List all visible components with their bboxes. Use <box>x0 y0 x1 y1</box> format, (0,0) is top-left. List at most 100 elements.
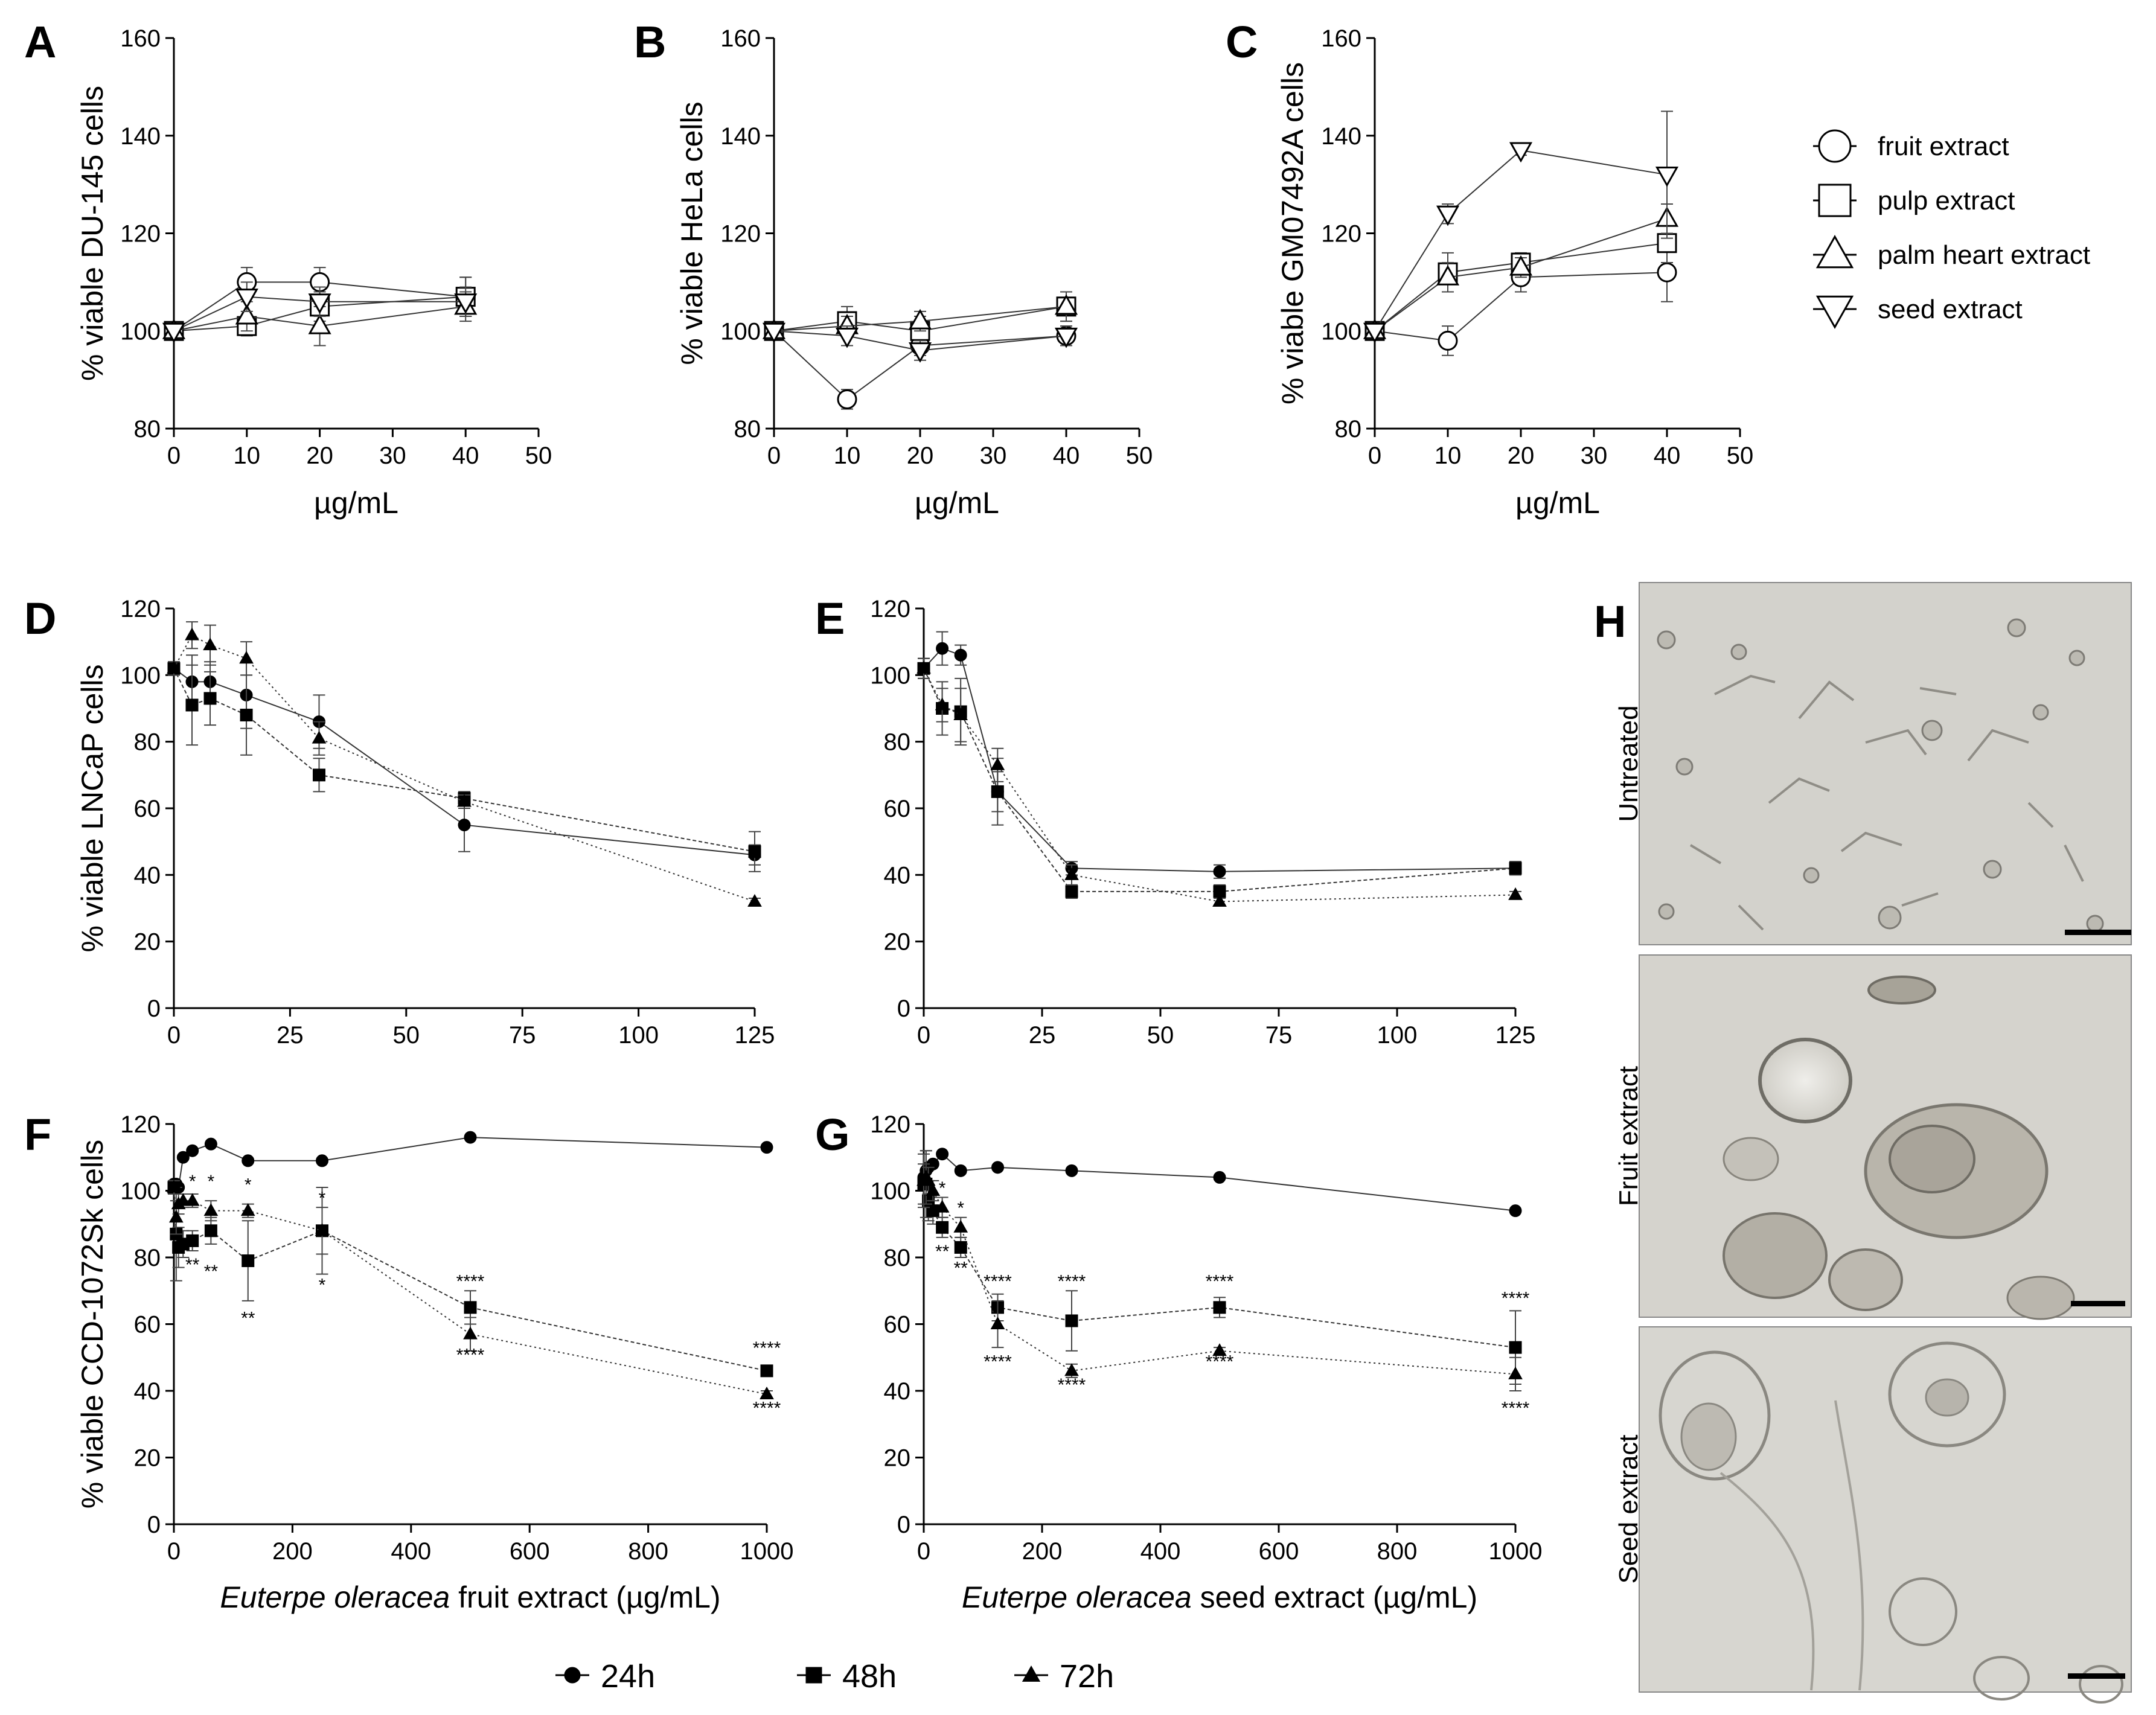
data-point <box>936 1221 949 1234</box>
panel-label-e: E <box>815 593 845 644</box>
data-point <box>463 1326 478 1340</box>
series-72h <box>916 1150 1523 1391</box>
significance-label: * <box>245 1175 252 1195</box>
series-24h <box>167 1131 773 1194</box>
series-line <box>1374 149 1668 331</box>
data-point <box>760 1141 773 1154</box>
x-tick-label: 75 <box>509 1022 536 1049</box>
legend-item-48h: 48h <box>797 1658 897 1694</box>
x-tick-label: 400 <box>1140 1538 1181 1565</box>
y-tick-label: 80 <box>134 729 161 756</box>
significance-label: **** <box>456 1345 485 1365</box>
x-axis-label-species: Euterpe oleracea <box>220 1580 450 1614</box>
series-line <box>1374 242 1668 332</box>
data-point <box>760 1387 774 1400</box>
y-tick-label: 20 <box>134 1445 161 1472</box>
x-tick-label: 0 <box>167 442 181 469</box>
micrograph-label-seed-extract: Seed extract <box>1614 1434 1643 1583</box>
y-tick-label: 140 <box>120 123 161 150</box>
data-point <box>315 1223 330 1236</box>
x-tick-label: 600 <box>1259 1538 1299 1565</box>
x-axis-label: µg/mL <box>314 486 398 520</box>
data-point <box>1436 205 1460 226</box>
x-tick-label: 30 <box>379 442 406 469</box>
data-point <box>464 1131 477 1144</box>
significance-label: ** <box>241 1309 255 1329</box>
data-point <box>162 322 186 343</box>
chart-panel-a: A 0 10 20 30 40 50 80 100 120 140 160 % viable DU-14… <box>24 17 552 520</box>
x-tick-label: 20 <box>1508 442 1535 469</box>
panel-label-b: B <box>634 17 666 67</box>
significance-label: **** <box>1502 1288 1530 1308</box>
panel-label-f: F <box>24 1110 51 1160</box>
legend-marker <box>1815 295 1854 329</box>
y-tick-label: 120 <box>720 221 761 248</box>
significance-label: **** <box>1206 1352 1234 1372</box>
series-72h <box>167 621 762 907</box>
data-point <box>239 651 254 664</box>
x-tick-label: 100 <box>618 1022 659 1049</box>
data-point <box>991 785 1004 798</box>
x-tick-label: 75 <box>1265 1022 1293 1049</box>
y-tick-label: 100 <box>120 662 161 689</box>
data-point <box>186 1234 199 1247</box>
data-point <box>990 1316 1005 1329</box>
x-axis-label: µg/mL <box>1515 486 1600 520</box>
x-tick-label: 30 <box>980 442 1007 469</box>
data-point <box>316 1154 328 1167</box>
significance-label: * <box>957 1198 964 1218</box>
y-axis-label: % viable LNCaP cells <box>75 664 109 952</box>
data-point <box>308 313 331 334</box>
legend-item-seed-extract: seed extract <box>1813 295 2023 329</box>
y-tick-label: 60 <box>134 1312 161 1338</box>
significance-label: * <box>319 1275 326 1295</box>
x-tick-label: 10 <box>834 442 861 469</box>
legend-marker <box>564 1667 581 1684</box>
series-line <box>173 1187 767 1395</box>
series-line <box>923 668 1516 892</box>
data-point <box>1065 885 1078 898</box>
significance-label: * <box>319 1189 326 1209</box>
data-point <box>176 1193 191 1206</box>
data-point <box>168 1210 184 1223</box>
x-tick-label: 200 <box>272 1538 313 1565</box>
data-point <box>203 692 217 705</box>
data-point <box>1054 327 1078 348</box>
y-tick-label: 0 <box>147 995 161 1022</box>
panel-label-c: C <box>1226 17 1258 67</box>
x-tick-label: 0 <box>167 1538 181 1565</box>
significance-label: * <box>208 1172 215 1192</box>
legend-marker <box>1815 235 1854 269</box>
y-axis-label: % viable GM07492A cells <box>1276 62 1310 404</box>
data-point <box>203 637 217 651</box>
legend-marker <box>1022 1665 1041 1682</box>
chart-panel-e: E 0 25 50 75 100 125 0 20 40 60 80 100 120 <box>815 593 1535 1049</box>
legend-item-pulp-extract: pulp extract <box>1813 184 2015 217</box>
data-point <box>954 648 967 662</box>
legend-item-fruit-extract: fruit extract <box>1813 129 2009 163</box>
x-tick-label: 25 <box>1029 1022 1056 1049</box>
data-point <box>936 642 949 655</box>
y-tick-label: 40 <box>134 1378 161 1405</box>
series-line <box>773 305 1067 332</box>
panel-label-h: H <box>1594 596 1626 647</box>
series-seed-extract <box>162 281 478 343</box>
panel-label-g: G <box>815 1110 850 1160</box>
y-tick-label: 100 <box>720 318 761 345</box>
significance-label: **** <box>1206 1272 1234 1292</box>
legend-label: seed extract <box>1878 295 2023 324</box>
series-24h <box>917 1148 1522 1218</box>
data-point <box>308 293 331 315</box>
data-point <box>1213 1301 1226 1314</box>
data-point <box>1508 1366 1523 1379</box>
legend-marker <box>805 1667 822 1684</box>
data-point <box>837 389 857 409</box>
data-point <box>185 698 199 712</box>
data-point <box>235 304 258 325</box>
y-tick-label: 0 <box>897 995 910 1022</box>
significance-label: ** <box>185 1255 200 1275</box>
data-point <box>1509 861 1522 875</box>
data-point <box>1509 255 1533 276</box>
